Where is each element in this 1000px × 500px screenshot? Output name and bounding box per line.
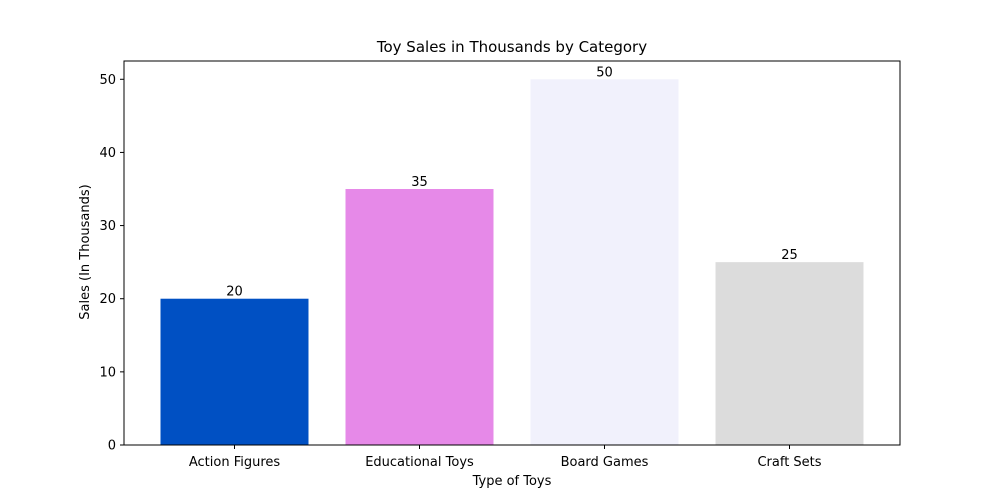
x-tick-label: Board Games xyxy=(561,455,649,470)
bar-educational-toys xyxy=(345,189,494,445)
y-axis-label: Sales (In Thousands) xyxy=(78,184,93,319)
y-tick-label: 50 xyxy=(99,73,116,88)
y-tick-label: 20 xyxy=(99,292,116,307)
x-axis-label: Type of Toys xyxy=(472,474,552,489)
y-axis: 0 10 20 30 40 50 xyxy=(99,73,124,454)
y-tick-label: 10 xyxy=(99,365,116,380)
x-tick-label: Action Figures xyxy=(189,455,281,470)
data-label: 20 xyxy=(226,285,243,300)
x-tick-label: Educational Toys xyxy=(365,455,474,470)
bars-group: 20 35 50 25 xyxy=(160,65,864,446)
x-tick-label: Craft Sets xyxy=(757,455,821,470)
bar-board-games xyxy=(530,79,679,446)
chart-title: Toy Sales in Thousands by Category xyxy=(376,38,647,56)
data-label: 50 xyxy=(596,65,613,80)
y-tick-label: 0 xyxy=(108,439,116,454)
y-tick-label: 30 xyxy=(99,219,116,234)
bar-action-figures xyxy=(160,298,309,445)
plot-frame xyxy=(123,60,901,446)
x-axis: Action Figures Educational Toys Board Game… xyxy=(189,445,822,470)
bar-craft-sets xyxy=(715,262,864,445)
data-label: 35 xyxy=(411,175,428,190)
y-tick-label: 40 xyxy=(99,146,116,161)
data-label: 25 xyxy=(781,248,798,263)
